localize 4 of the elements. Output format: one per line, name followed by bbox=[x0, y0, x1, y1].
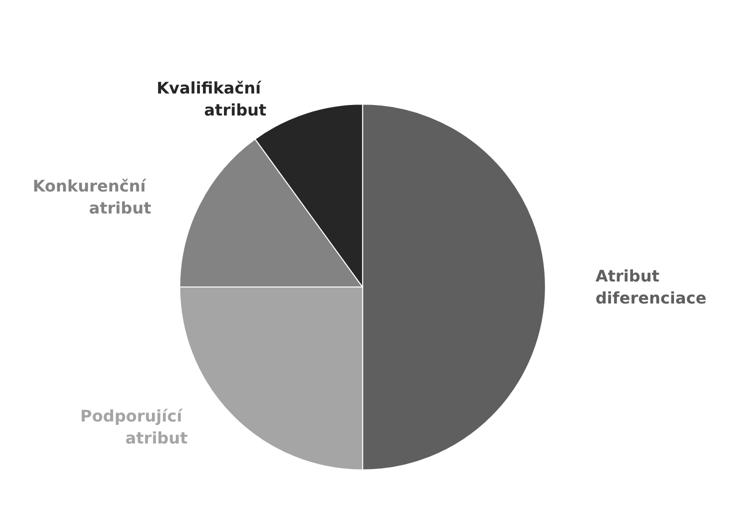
slice-label: Konkurenční atribut bbox=[32, 176, 152, 218]
slice-label: Kvalifikační atribut bbox=[156, 78, 267, 120]
slice-label: Atribut diferenciace bbox=[595, 266, 707, 308]
slice-label: Podporující atribut bbox=[80, 406, 188, 448]
